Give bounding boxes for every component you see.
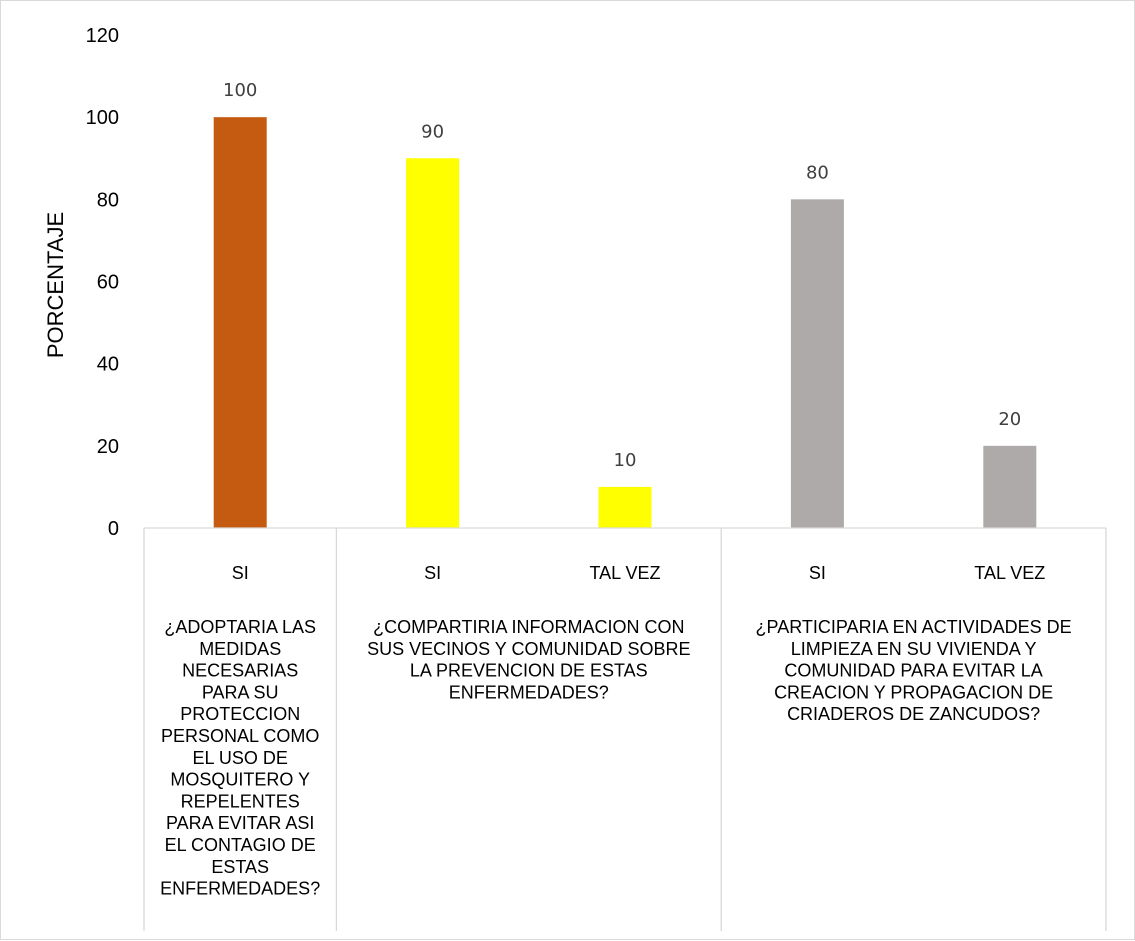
group-label-line: ENFERMEDADES? [160, 879, 320, 899]
data-label: 90 [421, 121, 444, 142]
group-label-line: CREACION Y PROPAGACION DE [774, 682, 1053, 702]
x-axis: SI ¿ADOPTARIA LAS MEDIDAS NECESARIAS PARA SU… [143, 527, 1107, 931]
group-label-line: MOSQUITERO Y [170, 770, 310, 790]
y-tick-label: 60 [97, 272, 119, 294]
bars [213, 117, 1037, 529]
data-label: 20 [998, 409, 1021, 430]
data-label: 10 [614, 450, 637, 471]
bar [406, 158, 460, 528]
category-label: SI [232, 563, 249, 583]
bar [213, 117, 267, 529]
group-label-line: PROTECCION [180, 704, 300, 724]
group-label-line: LIMPIEZA EN SU VIVIENDA Y [791, 639, 1037, 659]
group-label-line: PARA SU [202, 682, 279, 702]
bar [983, 445, 1037, 528]
group-label-line: EL USO DE [193, 748, 288, 768]
y-axis-title: PORCENTAJE [43, 212, 68, 358]
y-tick-label: 80 [97, 189, 119, 211]
group-label-line: ¿PARTICIPARIA EN ACTIVIDADES DE [756, 617, 1072, 637]
data-labels: 100 90 10 80 20 [223, 80, 1021, 471]
category-label: SI [809, 563, 826, 583]
data-label: 100 [223, 80, 257, 101]
group-label: ¿ADOPTARIA LAS MEDIDAS NECESARIAS PARA SU PR… [160, 617, 320, 899]
y-axis-ticks: 0 20 40 60 80 100 120 [86, 25, 119, 540]
group-label-line: COMUNIDAD PARA EVITAR LA [784, 661, 1042, 681]
group-label-line: ¿ADOPTARIA LAS [164, 617, 316, 637]
group-label-line: PERSONAL COMO [161, 726, 319, 746]
group-label-line: PARA EVITAR ASI [166, 813, 314, 833]
category-label: TAL VEZ [589, 563, 660, 583]
bar [790, 199, 844, 529]
y-tick-label: 0 [108, 518, 119, 540]
group-label: ¿COMPARTIRIA INFORMACION CON SUS VECINOS … [367, 617, 690, 702]
group-label-line: NECESARIAS [182, 661, 298, 681]
category-label: TAL VEZ [974, 563, 1045, 583]
y-tick-label: 120 [86, 25, 119, 47]
bar [598, 486, 652, 528]
group-label-line: REPELENTES [181, 791, 300, 811]
group-label-line: ¿COMPARTIRIA INFORMACION CON [373, 617, 684, 637]
y-tick-label: 100 [86, 107, 119, 129]
y-tick-label: 20 [97, 436, 119, 458]
y-tick-label: 40 [97, 354, 119, 376]
group-label-line: MEDIDAS [199, 639, 281, 659]
group-label-line: ESTAS [211, 857, 269, 877]
group-label-line: LA PREVENCION DE ESTAS [410, 661, 648, 681]
group-label: ¿PARTICIPARIA EN ACTIVIDADES DE LIMPIEZA … [756, 617, 1072, 724]
category-label: SI [424, 563, 441, 583]
group-label-line: CRIADEROS DE ZANCUDOS? [787, 704, 1040, 724]
group-label-line: ENFERMEDADES? [449, 682, 609, 702]
data-label: 80 [806, 162, 829, 183]
group-label-line: EL CONTAGIO DE [165, 835, 316, 855]
group-label-line: SUS VECINOS Y COMUNIDAD SOBRE [367, 639, 690, 659]
